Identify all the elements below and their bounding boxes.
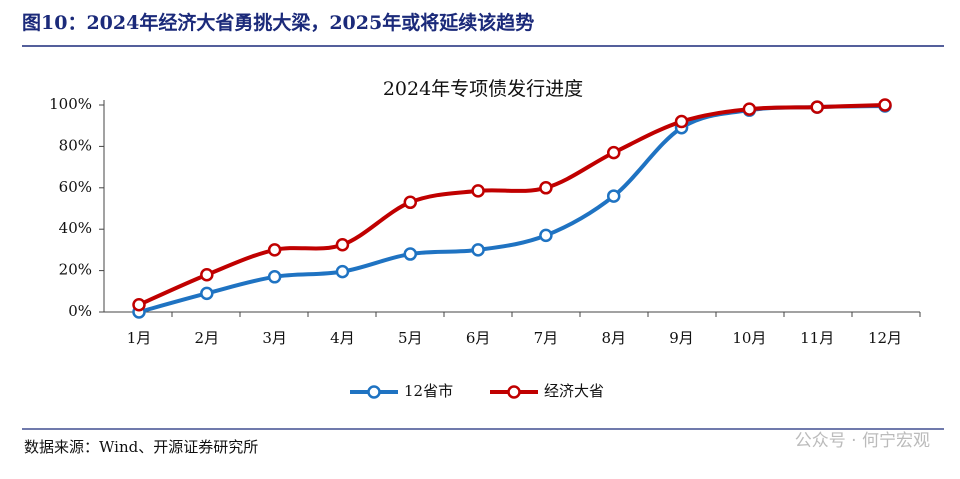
series-line (138, 103, 886, 307)
point (132, 298, 146, 312)
legend-label: 12省市 (404, 382, 453, 400)
x-tick-label: 11月 (800, 329, 834, 347)
figure-title: 图10：2024年经济大省勇挑大梁，2025年或将延续该趋势 (22, 11, 534, 34)
x-tick-label: 1月 (127, 329, 152, 347)
x-tick-label: 2月 (195, 329, 220, 347)
y-tick-label: 100% (49, 95, 92, 113)
point (810, 100, 824, 114)
chart-title: 2024年专项债发行进度 (383, 78, 583, 100)
legend-marker (367, 385, 381, 399)
point (471, 243, 485, 257)
point (267, 243, 282, 257)
series-line (138, 104, 886, 314)
source: 数据来源：Wind、开源证券研究所 (24, 438, 258, 456)
x-tick-label: 8月 (601, 329, 626, 347)
legend-label: 经济大省 (544, 382, 604, 400)
y-tick-label: 0% (68, 302, 92, 320)
x-tick-label: 5月 (398, 329, 423, 347)
point (403, 195, 418, 210)
point (878, 98, 892, 112)
point (674, 114, 689, 129)
point (403, 247, 418, 261)
point (267, 270, 282, 284)
y-tick-label: 40% (59, 219, 92, 237)
x-tick-label: 4月 (330, 329, 355, 347)
y-tick-label: 20% (59, 261, 92, 279)
x-tick-label: 7月 (534, 329, 559, 347)
x-tick-label: 12月 (868, 329, 902, 347)
point (471, 184, 485, 198)
x-tick-label: 3月 (262, 329, 287, 347)
point (539, 228, 553, 243)
point (539, 181, 553, 195)
point (606, 189, 621, 203)
x-tick-label: 10月 (732, 329, 766, 347)
point (200, 286, 214, 301)
point (335, 237, 350, 252)
point (742, 102, 757, 116)
legend-marker (507, 385, 521, 399)
x-tick-label: 6月 (466, 329, 491, 347)
x-tick-label: 9月 (669, 329, 694, 347)
point (335, 264, 350, 279)
y-tick-label: 80% (59, 136, 92, 154)
watermark: 公众号 · 何宁宏观 (795, 431, 930, 451)
y-tick-label: 60% (59, 178, 92, 196)
point (200, 267, 214, 282)
point (606, 145, 621, 160)
